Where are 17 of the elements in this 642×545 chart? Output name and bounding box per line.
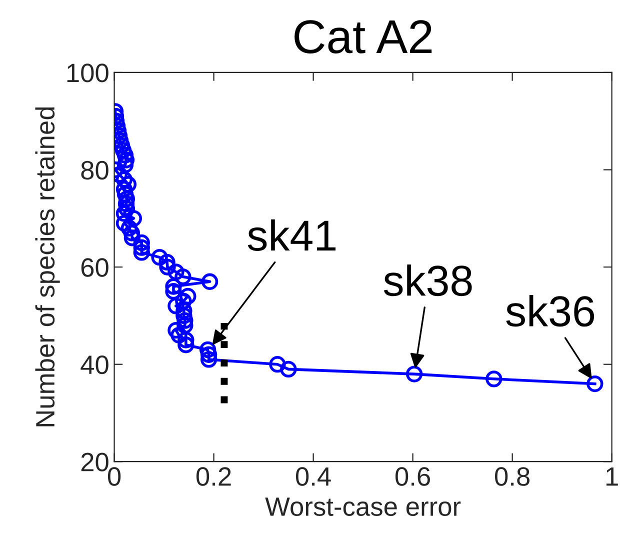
annotation: sk38 <box>384 264 472 296</box>
x-axis-title: Worst-case error <box>265 498 461 516</box>
x-tick-label: 0.2 <box>196 467 231 486</box>
x-tick-label: 0 <box>108 467 121 486</box>
y-axis-title: Number of species retained <box>35 107 60 426</box>
annotation: sk41 <box>248 219 336 251</box>
x-tick-label: 0.8 <box>495 467 530 486</box>
x-tick-label: 1 <box>606 467 618 486</box>
x-tick-label: 0.6 <box>395 467 430 486</box>
annotation: sk36 <box>506 295 594 327</box>
x-tick-label: 0.4 <box>296 467 331 486</box>
y-tick-label: 40 <box>80 355 108 374</box>
y-tick-label: 20 <box>81 452 108 472</box>
chart-title: Cat A2 <box>294 20 432 54</box>
y-tick-label: 80 <box>81 160 108 180</box>
y-tick-label: 60 <box>81 258 108 277</box>
y-tick-label: 100 <box>67 64 108 82</box>
